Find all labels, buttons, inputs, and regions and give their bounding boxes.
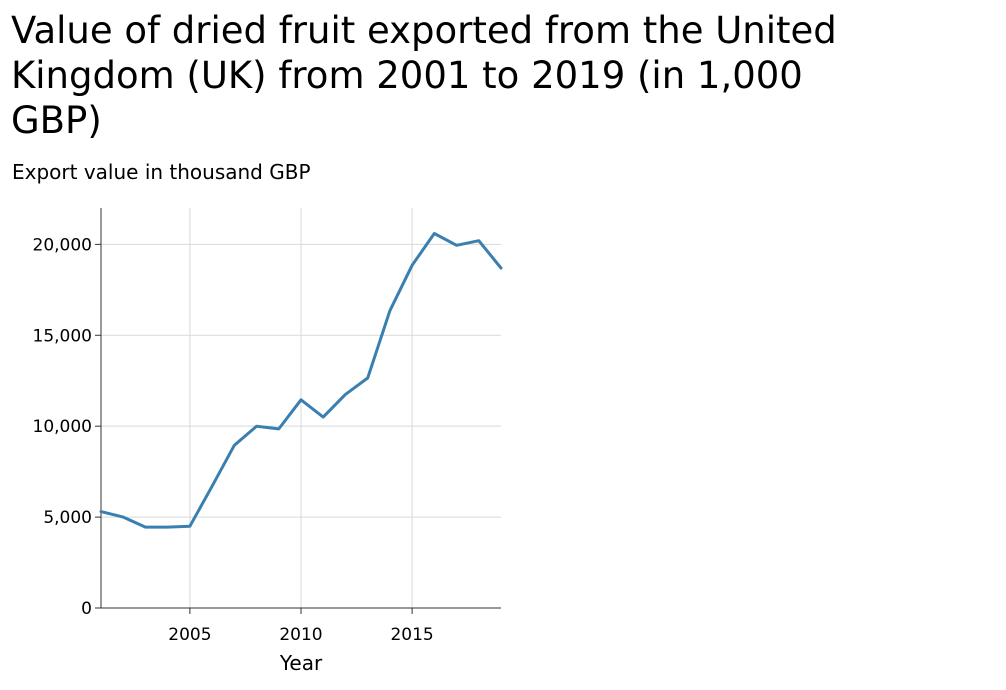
data-point — [188, 525, 191, 528]
data-point — [122, 516, 125, 519]
data-point — [500, 267, 503, 270]
x-tick-labels: 2005 2010 2015 — [168, 625, 433, 645]
series-line — [99, 232, 503, 529]
data-point — [388, 309, 391, 312]
y-tick-label: 10,000 — [33, 417, 92, 437]
data-point — [300, 398, 303, 401]
data-point — [166, 526, 169, 529]
grid-lines — [101, 208, 501, 608]
data-point — [100, 510, 103, 513]
data-point — [255, 425, 258, 428]
series — [99, 232, 503, 529]
y-tick-label: 15,000 — [33, 326, 92, 346]
y-tick-label: 0 — [81, 599, 92, 619]
data-point — [477, 239, 480, 242]
y-tick-labels: 0 5,000 10,000 15,000 20,000 — [33, 235, 92, 619]
y-axis-label: Export value in thousand GBP — [12, 160, 311, 184]
data-point — [233, 444, 236, 447]
y-tick-label: 5,000 — [43, 508, 92, 528]
data-point — [344, 393, 347, 396]
x-tick-label: 2010 — [279, 625, 322, 645]
axes — [95, 208, 501, 614]
data-point — [211, 485, 214, 488]
x-tick-label: 2015 — [390, 625, 433, 645]
data-point — [322, 416, 325, 419]
data-point — [455, 244, 458, 247]
data-point — [411, 264, 414, 267]
data-point — [433, 232, 436, 235]
data-point — [144, 526, 147, 529]
x-axis-label: Year — [279, 651, 323, 675]
y-tick-label: 20,000 — [33, 235, 92, 255]
data-point — [277, 427, 280, 430]
x-tick-label: 2005 — [168, 625, 211, 645]
chart-title: Value of dried fruit exported from the U… — [11, 9, 837, 142]
data-point — [366, 377, 369, 380]
